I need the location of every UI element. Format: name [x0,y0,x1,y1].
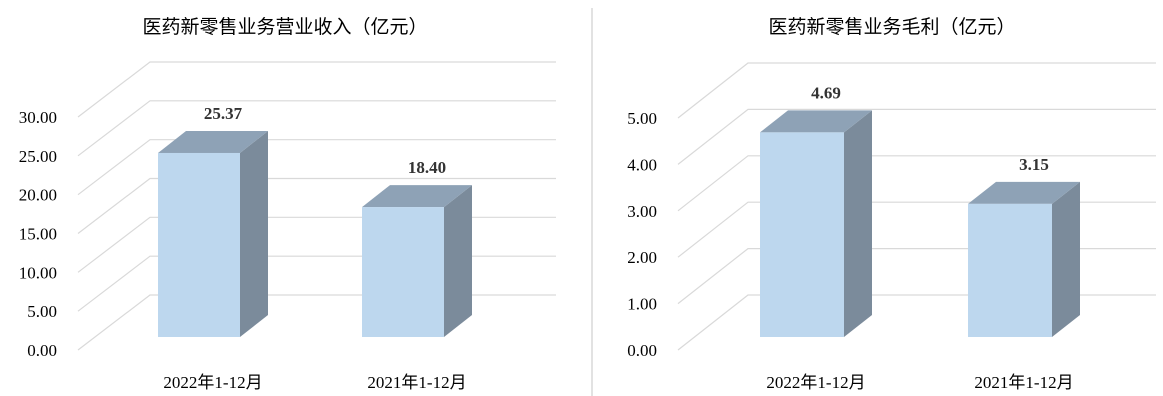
gross-profit-gridline [677,62,1156,119]
revenue-y-axis: 0.00 5.00 10.00 15.00 20.00 25.00 30.00 [19,108,57,360]
gross-profit-bar-front [968,203,1052,337]
gross-profit-y-tick-label: 2.00 [627,248,657,267]
revenue-bars [158,130,472,337]
revenue-bar-front [362,207,444,337]
revenue-bar [158,130,268,337]
revenue-chart-title: 医药新零售业务营业收入（亿元） [142,16,427,38]
revenue-bar-side [240,130,268,337]
gross-profit-bar-top [760,110,872,133]
gross-profit-category-label: 2021年1-12月 [974,373,1073,392]
gross-profit-y-tick-label: 1.00 [627,295,657,314]
revenue-gridline [77,177,556,234]
gross-profit-y-tick-label: 3.00 [627,202,657,221]
revenue-bar [362,185,472,337]
revenue-gridline [77,61,556,118]
gross-profit-bar [968,181,1080,337]
revenue-category-label: 2021年1-12月 [367,373,466,392]
gross-profit-y-axis: 0.00 1.00 2.00 3.00 4.00 5.00 [627,109,657,360]
revenue-bar-side [444,185,472,337]
revenue-gridline [77,255,556,312]
gross-profit-gridline [677,155,1156,212]
revenue-gridline [77,139,556,196]
gross-profit-category-label: 2022年1-12月 [766,373,865,392]
revenue-bar-front [158,152,240,337]
gross-profit-data-label: 4.69 [811,83,841,102]
revenue-gridline [77,216,556,273]
revenue-y-tick-label: 30.00 [19,108,57,127]
revenue-chart: 医药新零售业务营业收入（亿元） 0.00 5.00 10.00 15.00 20.00 2… [19,16,556,392]
gross-profit-gridlines [677,62,1156,351]
revenue-y-tick-label: 15.00 [19,225,57,244]
revenue-bar-top [362,185,472,208]
revenue-gridline [77,294,556,351]
revenue-y-tick-label: 20.00 [19,186,57,205]
revenue-data-labels: 25.37 18.40 [204,104,446,177]
gross-profit-y-tick-label: 5.00 [627,109,657,128]
revenue-data-label: 25.37 [204,104,243,123]
gross-profit-bars [760,110,1080,337]
gross-profit-chart: 医药新零售业务毛利（亿元） 0.00 1.00 2.00 3.00 4.00 5.00 4… [627,16,1156,392]
gross-profit-bar-side [1052,181,1080,337]
gross-profit-data-labels: 4.69 3.15 [811,83,1049,173]
gross-profit-y-tick-label: 4.00 [627,155,657,174]
gross-profit-y-tick-label: 0.00 [627,341,657,360]
gross-profit-x-axis: 2022年1-12月 2021年1-12月 [766,373,1073,392]
gross-profit-gridline [677,108,1156,165]
revenue-gridlines [77,61,556,351]
revenue-bar-top [158,130,268,153]
gross-profit-bar-side [844,110,872,337]
revenue-x-axis: 2022年1-12月 2021年1-12月 [163,373,466,392]
revenue-y-tick-label: 5.00 [27,302,57,321]
gross-profit-chart-title: 医药新零售业务毛利（亿元） [768,16,1015,38]
gross-profit-bar [760,110,872,337]
gross-profit-gridline [677,294,1156,351]
gross-profit-bar-top [968,181,1080,204]
revenue-gridline [77,100,556,157]
revenue-category-label: 2022年1-12月 [163,373,262,392]
revenue-data-label: 18.40 [408,158,446,177]
revenue-y-tick-label: 0.00 [27,341,57,360]
revenue-y-tick-label: 10.00 [19,263,57,282]
revenue-y-tick-label: 25.00 [19,147,57,166]
gross-profit-data-label: 3.15 [1019,155,1049,174]
gross-profit-bar-front [760,132,844,337]
